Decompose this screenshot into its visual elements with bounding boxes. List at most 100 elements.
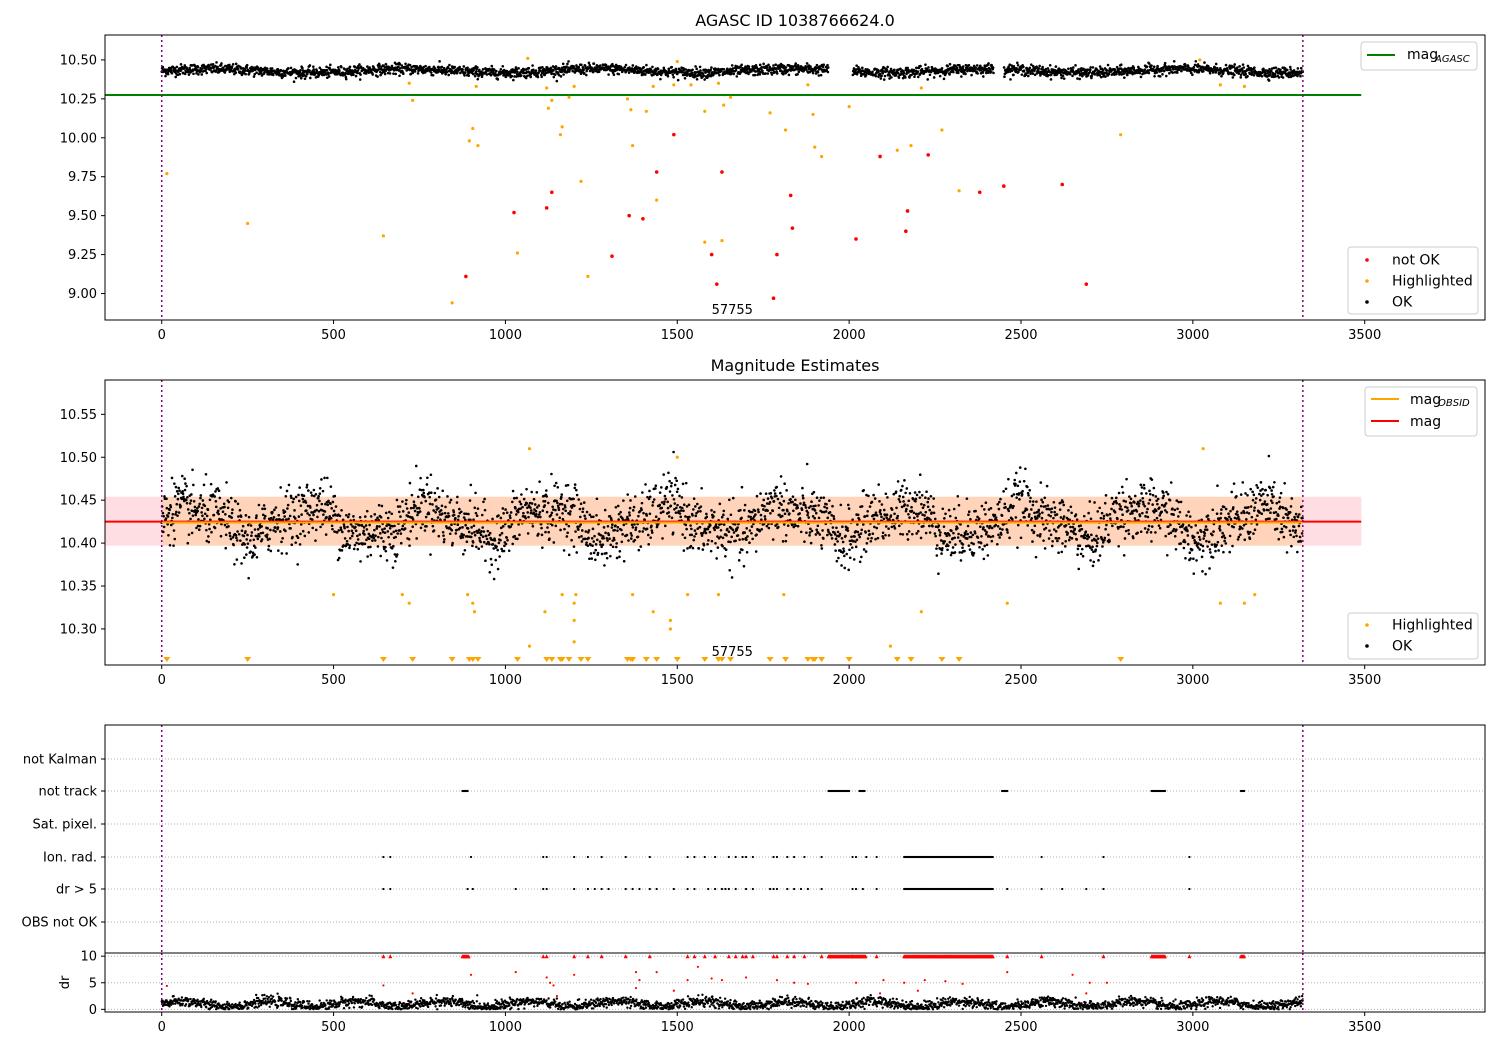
ok-point <box>235 558 239 561</box>
ok-point <box>745 538 748 542</box>
ok-point <box>462 516 466 519</box>
ok-point <box>617 72 621 76</box>
ok-point <box>764 492 768 495</box>
ok-point <box>906 66 909 70</box>
ok-point <box>914 499 917 503</box>
ok-point <box>817 74 821 77</box>
ok-point <box>291 535 294 539</box>
highlighted-point <box>720 238 724 243</box>
ok-point <box>1279 68 1282 72</box>
ok-point <box>243 69 247 72</box>
ok-point <box>627 71 631 74</box>
ok-point <box>851 518 854 521</box>
ok-point <box>716 546 720 549</box>
ok-point <box>1068 72 1072 76</box>
ok-point <box>364 72 368 75</box>
ok-point <box>517 67 520 70</box>
ok-point <box>534 69 538 72</box>
ok-point <box>473 506 477 510</box>
ok-point <box>481 68 485 71</box>
ok-point <box>601 543 605 546</box>
ok-point <box>465 540 469 544</box>
ok-point <box>442 540 446 544</box>
ok-point <box>809 504 813 508</box>
ok-point <box>530 502 534 505</box>
ok-point <box>742 564 746 568</box>
highlighted-point <box>567 95 571 99</box>
highlighted-point <box>644 109 648 113</box>
ok-point <box>408 63 412 67</box>
ok-point <box>429 473 433 477</box>
ok-point <box>196 65 200 69</box>
ok-point <box>796 73 799 76</box>
ok-point <box>607 73 610 76</box>
ok-point <box>862 488 866 492</box>
ok-point <box>629 499 632 502</box>
ok-point <box>499 516 503 520</box>
ok-point <box>340 549 344 552</box>
ok-point <box>1267 79 1271 82</box>
ok-point <box>763 517 767 521</box>
ok-point <box>510 74 514 78</box>
ok-point <box>773 492 777 495</box>
ok-point <box>298 486 301 489</box>
ok-point <box>794 498 797 502</box>
top-ytick-label: 10.50 <box>60 53 97 68</box>
ok-point <box>712 510 716 514</box>
ok-point <box>896 516 899 520</box>
ok-point <box>656 67 660 71</box>
ok-point <box>566 483 570 487</box>
ok-point <box>216 65 219 69</box>
ok-point <box>579 502 583 506</box>
ok-point <box>443 511 447 515</box>
ok-point <box>734 539 737 543</box>
ok-point <box>634 526 638 529</box>
ok-point <box>529 75 533 79</box>
ok-point <box>347 72 351 76</box>
ok-point <box>602 536 605 540</box>
ok-point <box>826 66 830 69</box>
ok-point <box>341 530 344 534</box>
ok-point <box>268 537 271 541</box>
ok-point <box>223 523 227 527</box>
highlighted-point <box>820 154 824 159</box>
ok-point <box>879 512 883 516</box>
ok-point <box>385 524 388 528</box>
ok-point <box>836 530 840 534</box>
ok-point <box>376 75 379 78</box>
ok-point <box>292 80 296 84</box>
ok-point <box>926 78 930 81</box>
ok-point <box>589 552 593 555</box>
ok-point <box>327 72 330 76</box>
ok-point <box>550 523 554 527</box>
ok-point <box>718 502 722 506</box>
ok-point <box>231 63 235 66</box>
highlighted-point <box>558 133 563 137</box>
ok-point <box>893 68 896 72</box>
ok-point <box>899 488 903 492</box>
ok-point <box>1246 75 1249 78</box>
ok-point <box>670 516 674 520</box>
ok-point <box>323 510 327 513</box>
ok-point <box>697 547 701 550</box>
ok-point <box>887 534 891 537</box>
not-ok-point <box>977 190 982 195</box>
ok-point <box>692 538 696 542</box>
ok-point <box>667 471 670 475</box>
ok-point <box>915 493 919 497</box>
ok-point <box>414 504 417 508</box>
ok-point <box>728 498 731 502</box>
ok-point <box>1253 66 1256 69</box>
ok-point <box>522 497 526 501</box>
ok-point <box>185 484 188 488</box>
ok-point <box>362 526 366 529</box>
ok-point <box>702 543 706 547</box>
ok-point <box>1026 74 1030 78</box>
ok-point <box>535 491 539 494</box>
ok-point <box>818 533 822 536</box>
ok-point <box>234 500 237 503</box>
ok-point <box>678 512 682 515</box>
ok-point <box>374 534 377 537</box>
ok-point <box>1233 73 1236 77</box>
